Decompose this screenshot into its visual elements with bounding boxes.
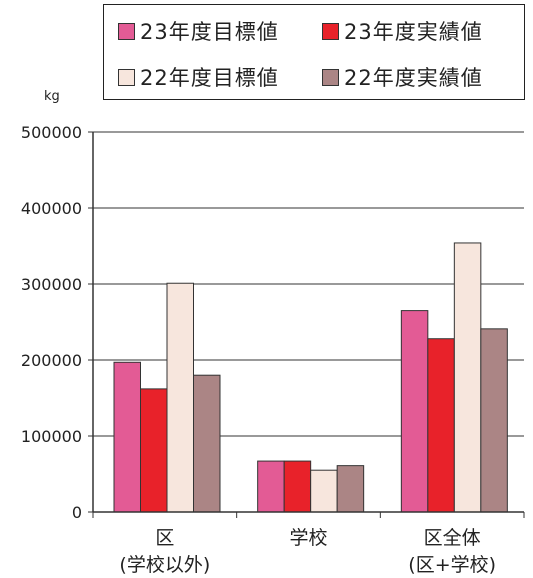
bar xyxy=(427,338,455,513)
bar xyxy=(480,328,508,513)
legend-item: 22年度目標値 xyxy=(118,62,279,92)
chart-legend: 23年度目標値 23年度実績値 22年度目標値 22年度実績値 xyxy=(103,4,525,100)
x-category-label: 区全体 xyxy=(424,527,481,549)
legend-label: 23年度実績値 xyxy=(344,20,483,44)
y-tick-label: 500000 xyxy=(21,123,82,142)
x-category-label: (学校以外) xyxy=(119,554,210,576)
bar xyxy=(400,310,429,513)
legend-label: 22年度目標値 xyxy=(140,66,279,90)
x-category-label: 区 xyxy=(155,527,174,549)
legend-item: 23年度実績値 xyxy=(322,16,483,46)
y-tick-label: 300000 xyxy=(21,275,82,294)
legend-label: 22年度実績値 xyxy=(344,66,483,90)
legend-swatch xyxy=(322,22,339,40)
bar xyxy=(310,469,338,513)
legend-label: 23年度目標値 xyxy=(140,20,279,44)
bar xyxy=(193,374,221,513)
bar xyxy=(453,242,482,513)
bar xyxy=(140,388,168,513)
bar xyxy=(113,361,141,513)
y-axis-unit-label: kg xyxy=(44,89,60,104)
legend-item: 22年度実績値 xyxy=(322,62,483,92)
legend-swatch xyxy=(118,22,135,40)
bar xyxy=(257,460,285,513)
y-tick-label: 200000 xyxy=(21,351,82,370)
bar xyxy=(336,465,365,513)
y-tick-label: 100000 xyxy=(21,427,82,446)
y-tick-label: 400000 xyxy=(21,199,82,218)
x-category-label: (区+学校) xyxy=(408,554,496,576)
x-category-label: 学校 xyxy=(289,527,327,549)
bar xyxy=(166,282,194,513)
legend-item: 23年度目標値 xyxy=(118,16,279,46)
legend-swatch xyxy=(118,68,135,86)
y-tick-label: 0 xyxy=(72,503,82,522)
legend-swatch xyxy=(322,68,339,86)
bar xyxy=(283,460,312,513)
